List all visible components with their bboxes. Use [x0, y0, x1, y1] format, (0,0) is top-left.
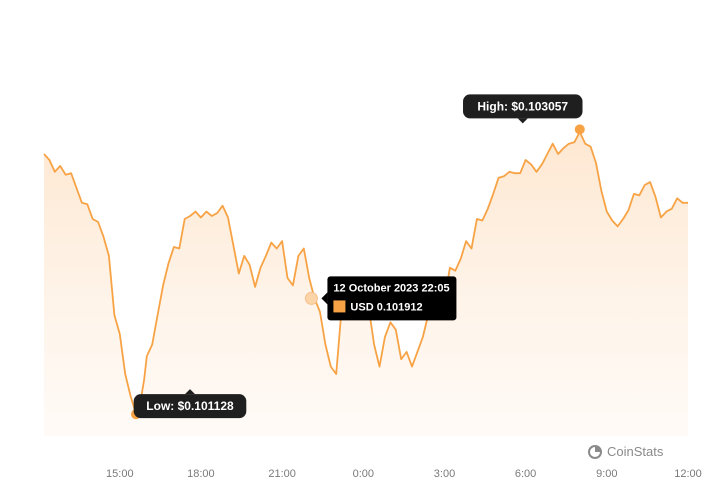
tooltip-series-swatch	[333, 300, 346, 313]
area-fill-layer	[44, 131, 688, 436]
tooltip-date: 12 October 2023 22:05	[333, 282, 449, 294]
x-tick-label: 6:00	[515, 468, 536, 480]
tooltip-value: USD 0.101912	[350, 301, 422, 313]
x-tick-label: 21:00	[268, 468, 296, 480]
price-area-fill	[44, 131, 688, 436]
callouts-layer: High: $0.103057 Low: $0.101128 12 October …	[133, 94, 583, 419]
brand-watermark: CoinStats	[588, 444, 663, 459]
x-axis-ticks: 15:00 18:00 21:00 0:00 3:00 6:00 9:00 12:00	[106, 468, 702, 480]
hover-point-marker[interactable]	[304, 291, 318, 305]
hover-tooltip: 12 October 2023 22:05 USD 0.101912	[321, 276, 457, 321]
x-tick-label: 18:00	[187, 468, 215, 480]
high-callout: High: $0.103057	[463, 94, 583, 124]
high-point-marker	[574, 124, 585, 135]
tooltip-box	[327, 276, 457, 321]
x-tick-label: 12:00	[674, 468, 702, 480]
x-tick-label: 3:00	[434, 468, 455, 480]
low-callout-box	[133, 394, 247, 419]
coinstats-logo-icon	[588, 444, 602, 459]
x-tick-label: 9:00	[596, 468, 617, 480]
high-callout-box	[463, 94, 583, 119]
tooltip-arrow	[321, 292, 328, 305]
x-tick-label: 0:00	[353, 468, 374, 480]
low-callout-label: Low: $0.101128	[146, 399, 234, 413]
x-tick-label: 15:00	[106, 468, 134, 480]
low-callout: Low: $0.101128	[133, 389, 247, 419]
high-callout-label: High: $0.103057	[477, 99, 568, 113]
brand-name: CoinStats	[607, 444, 664, 459]
low-callout-arrow	[185, 389, 195, 395]
high-callout-arrow	[517, 118, 528, 124]
